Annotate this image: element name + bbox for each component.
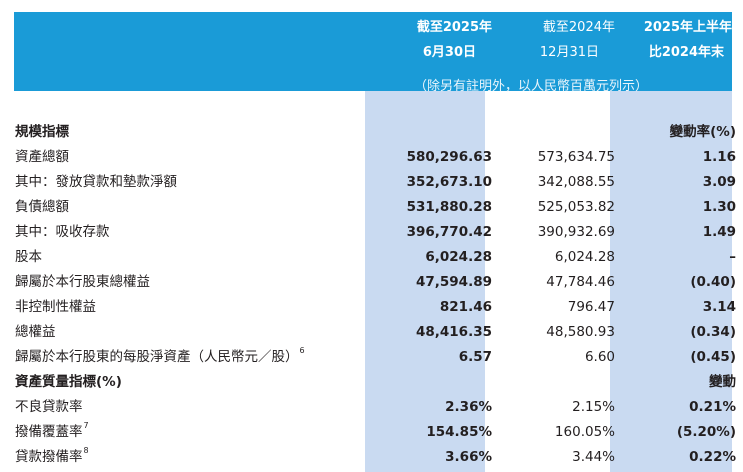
row-change: 1.16 <box>702 149 736 165</box>
row-change: (5.20%) <box>676 424 736 440</box>
row-value-2025: 821.46 <box>439 299 492 315</box>
row-change: 0.22% <box>689 449 736 465</box>
row-value-2024: 160.05% <box>554 424 615 440</box>
row-value-2025: 47,594.89 <box>415 274 492 290</box>
row-label: 資產總額 <box>15 149 69 165</box>
header-col2-line1: 截至2024年 <box>542 20 615 35</box>
table-row: 撥備覆蓋率7 154.85% 160.05% (5.20%) <box>14 420 736 445</box>
row-change: 1.30 <box>702 199 736 215</box>
row-label: 規模指標 <box>15 124 69 140</box>
row-value-2025: 2.36% <box>445 399 492 415</box>
row-label: 其中：吸收存款 <box>15 224 110 240</box>
row-label-with-footnote: 歸屬於本行股東的每股淨資產（人民幣元／股）6 <box>15 345 305 370</box>
row-label: 資產質量指標(%) <box>15 374 122 390</box>
row-change: (0.40) <box>690 274 736 290</box>
row-value-2024: 525,053.82 <box>537 199 615 215</box>
table-header: 截至2025年 6月30日 截至2024年 12月31日 2025年上半年 比2… <box>14 12 732 94</box>
row-value-2025: 531,880.28 <box>406 199 492 215</box>
table-row-section: 資產質量指標(%) 變動 <box>14 370 736 395</box>
row-value-2024: 47,784.46 <box>546 274 615 290</box>
row-value-2025: 48,416.35 <box>415 324 492 340</box>
table-row: 非控制性權益 821.46 796.47 3.14 <box>14 295 736 320</box>
row-change: (0.34) <box>690 324 736 340</box>
row-value-2025: 6,024.28 <box>425 249 492 265</box>
row-value-2024: 796.47 <box>567 299 615 315</box>
row-label-with-footnote: 撥備覆蓋率7 <box>15 420 89 445</box>
row-value-2024: 390,932.69 <box>537 224 615 240</box>
row-value-2025: 3.66% <box>445 449 492 465</box>
row-label: 貸款撥備率 <box>15 449 83 465</box>
row-value-2024: 48,580.93 <box>546 324 615 340</box>
header-col1-line2: 6月30日 <box>422 45 476 60</box>
row-value-2024: 2.15% <box>572 399 615 415</box>
row-change: 3.09 <box>702 174 736 190</box>
row-value-2024: 573,634.75 <box>537 149 615 165</box>
row-change: – <box>729 249 736 265</box>
row-change: 1.49 <box>702 224 736 240</box>
header-col3-line2: 比2024年末 <box>648 45 724 60</box>
table-row-section: 規模指標 變動率(%) <box>14 120 736 145</box>
row-value-2024: 3.44% <box>572 449 615 465</box>
row-change: 0.21% <box>689 399 736 415</box>
row-change: 3.14 <box>702 299 736 315</box>
row-value-2025: 352,673.10 <box>406 174 492 190</box>
row-label: 不良貸款率 <box>15 399 83 415</box>
row-label: 股本 <box>15 249 42 265</box>
footnote-marker: 8 <box>83 446 89 455</box>
row-value-2025: 396,770.42 <box>406 224 492 240</box>
table-row: 歸屬於本行股東的每股淨資產（人民幣元／股）6 6.57 6.60 (0.45) <box>14 345 736 370</box>
row-label: 歸屬於本行股東總權益 <box>15 274 150 290</box>
header-col2-line2: 12月31日 <box>539 45 599 60</box>
table-row: 不良貸款率 2.36% 2.15% 0.21% <box>14 395 736 420</box>
footnote-marker: 7 <box>83 421 89 430</box>
table-row: 貸款撥備率8 3.66% 3.44% 0.22% <box>14 445 736 470</box>
row-label: 其中：發放貸款和墊款淨額 <box>15 174 177 190</box>
header-col3-line1: 2025年上半年 <box>643 20 732 35</box>
header-col1-line1: 截至2025年 <box>416 20 492 35</box>
column-highlight-change <box>610 91 732 472</box>
table-row: 歸屬於本行股東總權益 47,594.89 47,784.46 (0.40) <box>14 270 736 295</box>
row-value-2025: 154.85% <box>426 424 492 440</box>
row-label: 撥備覆蓋率 <box>15 424 83 440</box>
row-label-with-footnote: 貸款撥備率8 <box>15 445 89 470</box>
table-row: 總權益 48,416.35 48,580.93 (0.34) <box>14 320 736 345</box>
row-value-2024: 6.60 <box>584 349 615 365</box>
row-value-2024: 342,088.55 <box>537 174 615 190</box>
column-highlight-current <box>365 91 485 472</box>
row-label: 非控制性權益 <box>15 299 96 315</box>
row-change: 變動 <box>709 374 736 390</box>
row-label: 負債總額 <box>15 199 69 215</box>
footnote-marker: 6 <box>299 346 305 355</box>
table-row: 其中：吸收存款 396,770.42 390,932.69 1.49 <box>14 220 736 245</box>
table-row: 其中：發放貸款和墊款淨額 352,673.10 342,088.55 3.09 <box>14 170 736 195</box>
table-row: 資產總額 580,296.63 573,634.75 1.16 <box>14 145 736 170</box>
row-change: 變動率(%) <box>669 124 736 140</box>
units-note: （除另有註明外，以人民幣百萬元列示） <box>414 79 649 94</box>
table-row: 負債總額 531,880.28 525,053.82 1.30 <box>14 195 736 220</box>
table-row: 股本 6,024.28 6,024.28 – <box>14 245 736 270</box>
row-label: 歸屬於本行股東的每股淨資產（人民幣元／股） <box>15 349 299 365</box>
row-value-2024: 6,024.28 <box>554 249 615 265</box>
row-change: (0.45) <box>690 349 736 365</box>
row-label: 總權益 <box>15 324 56 340</box>
row-value-2025: 580,296.63 <box>406 149 492 165</box>
row-value-2025: 6.57 <box>458 349 492 365</box>
